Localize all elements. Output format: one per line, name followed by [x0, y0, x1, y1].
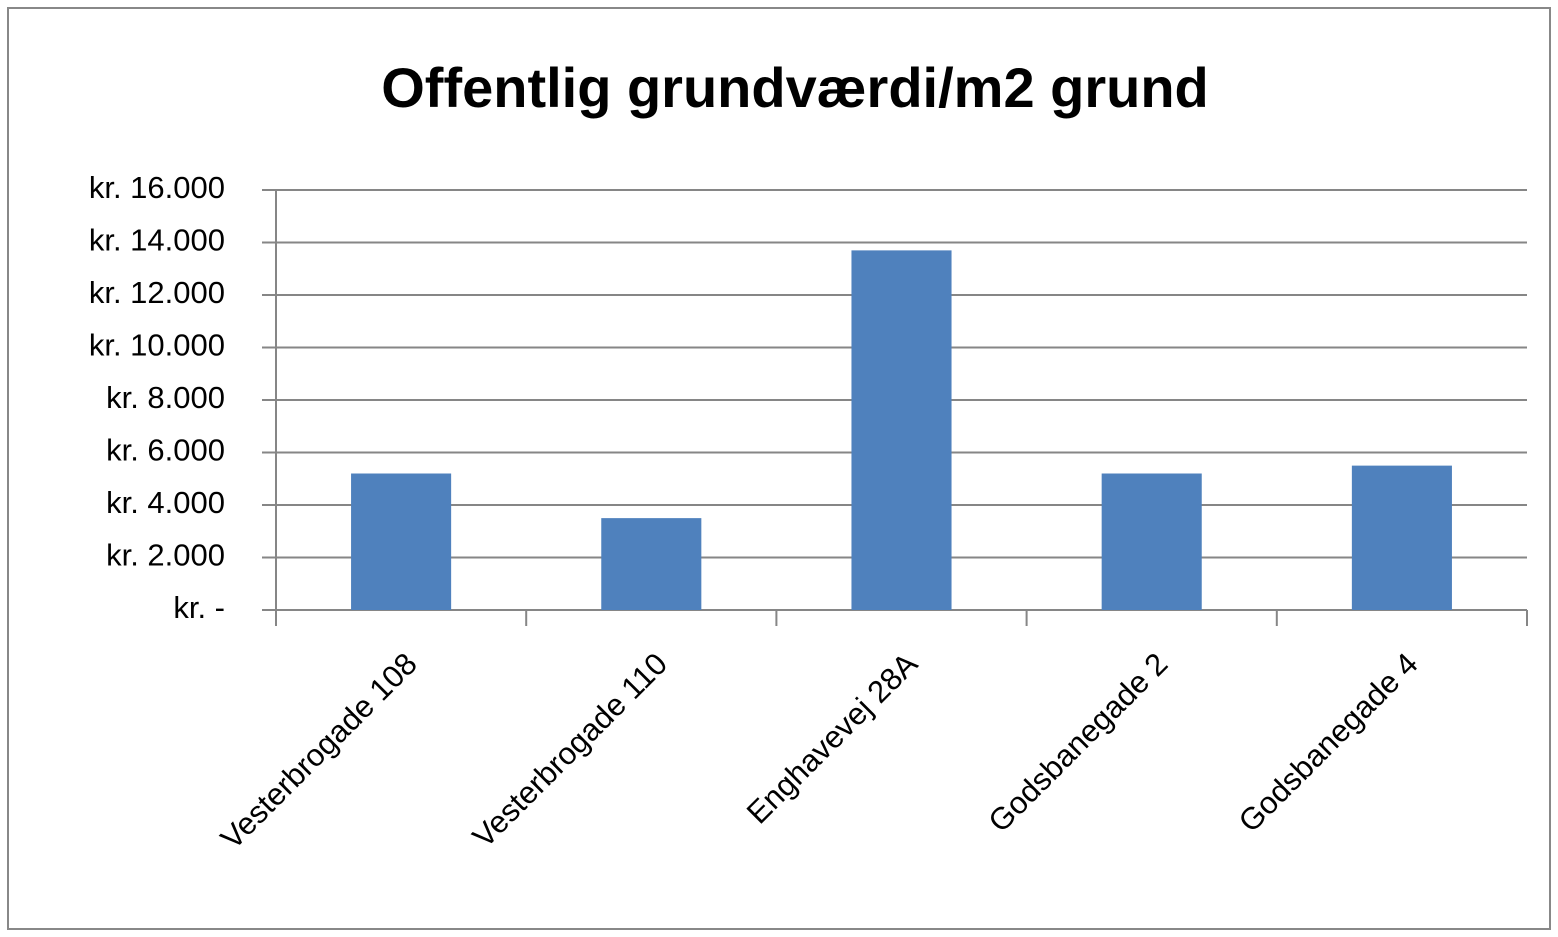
y-tick-label: kr. 6.000	[106, 433, 225, 468]
y-tick-label: kr. 14.000	[89, 223, 225, 258]
bar	[351, 473, 452, 610]
bar	[1101, 473, 1202, 610]
bar	[851, 250, 952, 610]
chart-title: Offentlig grundværdi/m2 grund	[381, 56, 1209, 119]
y-tick-label: kr. 12.000	[89, 275, 225, 310]
y-tick-label: kr. 2.000	[106, 538, 225, 573]
y-tick-label: kr. 10.000	[89, 328, 225, 363]
y-tick-label: kr. -	[173, 590, 225, 625]
bar	[1351, 465, 1452, 610]
y-tick-label: kr. 4.000	[106, 485, 225, 520]
y-tick-label: kr. 8.000	[106, 380, 225, 415]
bar	[601, 518, 702, 610]
chart-border	[7, 7, 1551, 930]
y-tick-label: kr. 16.000	[89, 170, 225, 205]
